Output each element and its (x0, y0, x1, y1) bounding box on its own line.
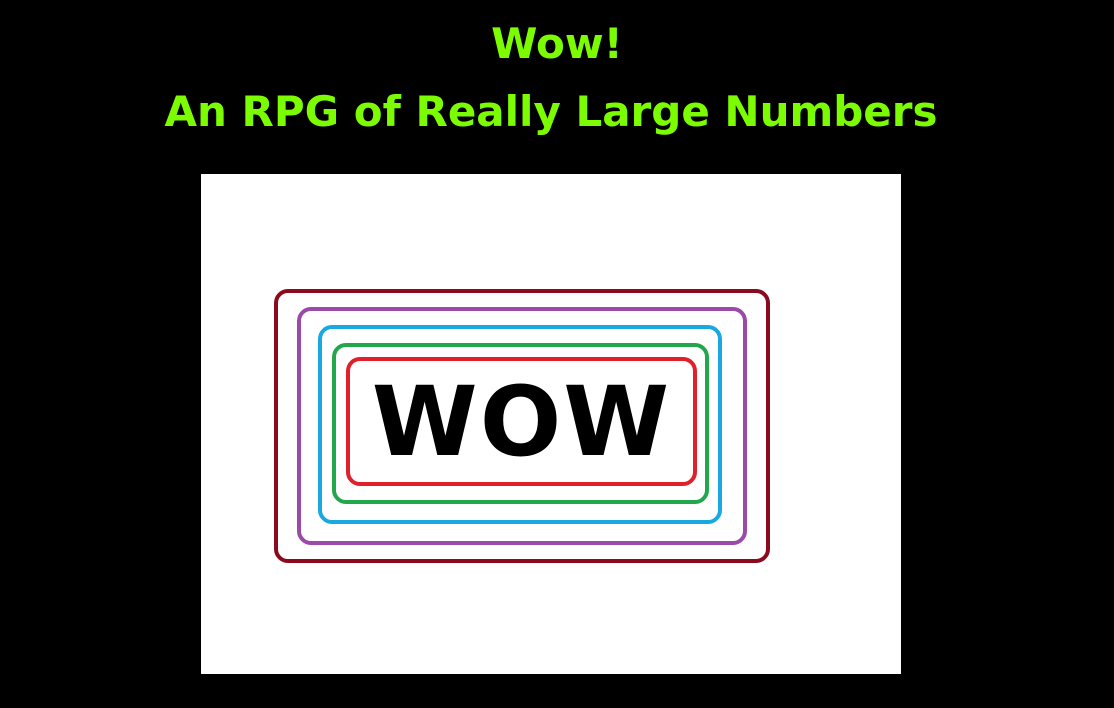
logo-frame-2 (297, 307, 747, 545)
logo-frame-outer (274, 289, 770, 563)
game-subtitle: An RPG of Really Large Numbers (164, 87, 938, 136)
logo-frame-3 (318, 325, 722, 524)
game-title: Wow! (491, 19, 623, 68)
logo-text: WOW (371, 365, 672, 478)
logo-frame-inner (346, 357, 697, 486)
logo-frame-4 (332, 343, 709, 504)
logo-panel: WOW (201, 174, 901, 674)
